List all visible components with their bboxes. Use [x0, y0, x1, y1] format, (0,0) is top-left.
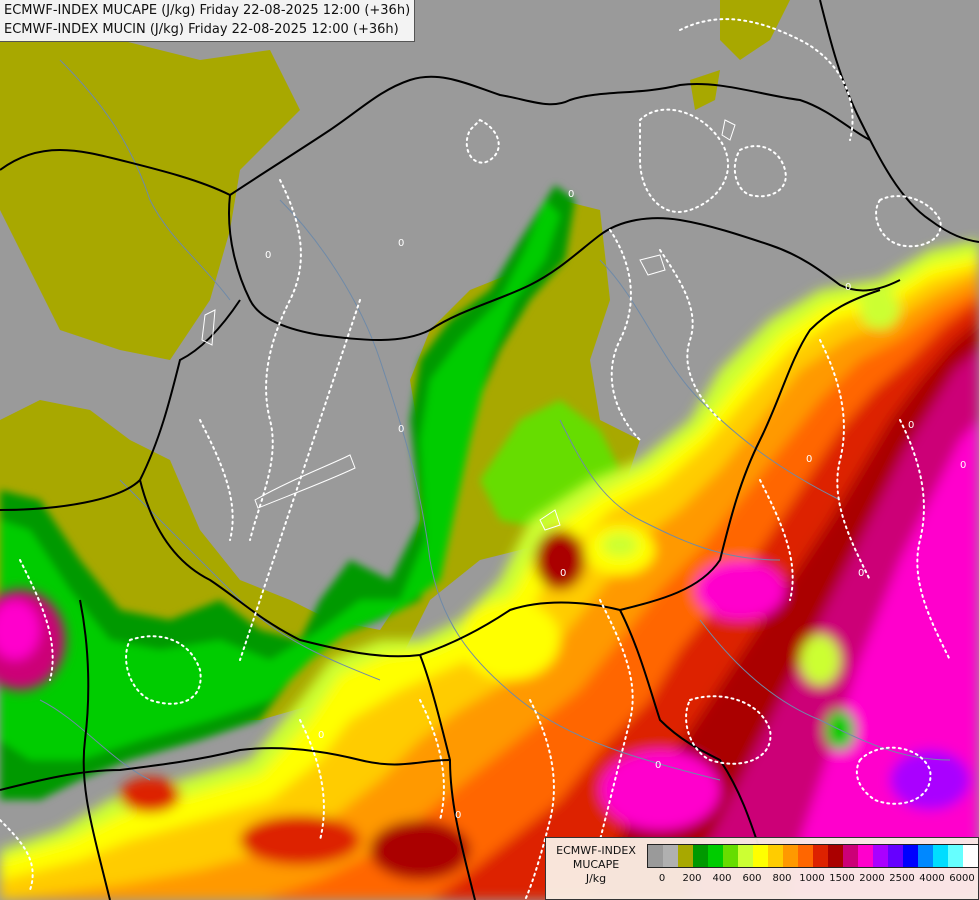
legend-swatch	[738, 845, 753, 867]
title-mucin: ECMWF-INDEX MUCIN (J/kg) Friday 22-08-20…	[4, 22, 399, 37]
legend-swatch	[783, 845, 798, 867]
legend-tick-label: 4000	[919, 873, 945, 884]
legend-swatch	[813, 845, 828, 867]
legend-swatch	[708, 845, 723, 867]
legend-tick-label: 800	[772, 873, 792, 884]
legend-swatch	[753, 845, 768, 867]
legend-unit: J/kg	[585, 872, 607, 885]
legend-swatch	[888, 845, 903, 867]
title-box: ECMWF-INDEX MUCAPE (J/kg) Friday 22-08-2…	[0, 0, 416, 42]
rivers	[39, 59, 951, 781]
legend-model: ECMWF-INDEX	[556, 844, 636, 857]
contour-label: 0	[560, 568, 566, 579]
legend-swatch	[828, 845, 843, 867]
legend-swatch	[693, 845, 708, 867]
contour-label: 0	[455, 810, 461, 821]
legend-tick-labels: 0 200 400 600 800 1000 1500 2000 2500 4000 6000	[647, 873, 975, 887]
legend-swatch	[873, 845, 888, 867]
colorbar-legend: ECMWF-INDEX MUCAPE J/kg 0 200 400 600 800 100…	[545, 837, 979, 900]
legend-tick-label: 400	[712, 873, 732, 884]
legend-tick-label: 1500	[829, 873, 855, 884]
legend-swatch	[663, 845, 678, 867]
legend-tick-label: 1000	[799, 873, 825, 884]
contour-label: 0	[318, 730, 324, 741]
legend-tick-label: 2000	[859, 873, 885, 884]
legend-title: ECMWF-INDEX MUCAPE J/kg	[548, 844, 644, 886]
contour-label: 0	[398, 424, 404, 435]
legend-swatch	[963, 845, 978, 867]
legend-colorbar	[647, 844, 979, 868]
legend-tick-label: 600	[742, 873, 762, 884]
title-mucape: ECMWF-INDEX MUCAPE (J/kg) Friday 22-08-2…	[4, 3, 411, 18]
contour-label: 0	[655, 760, 661, 771]
legend-swatch	[948, 845, 963, 867]
legend-tick-label: 200	[682, 873, 702, 884]
contour-label: 0	[858, 568, 864, 579]
legend-swatch	[903, 845, 918, 867]
mucin-contours	[0, 18, 951, 900]
contour-label: 0	[398, 238, 404, 249]
legend-swatch	[678, 845, 693, 867]
legend-swatch	[843, 845, 858, 867]
contour-label: 0	[845, 282, 851, 293]
legend-swatch	[648, 845, 663, 867]
legend-swatch	[858, 845, 873, 867]
contour-label: 0	[908, 420, 914, 431]
legend-swatch	[798, 845, 813, 867]
legend-tick-label: 0	[658, 873, 666, 884]
contour-label: 0	[960, 460, 966, 471]
contour-label: 0	[806, 454, 812, 465]
contour-labels: 0 0 0 0 0 0 0 0 0 0 0 0 0	[265, 189, 966, 821]
legend-variable: MUCAPE	[572, 858, 620, 871]
legend-tick-label: 2500	[889, 873, 915, 884]
legend-tick-label: 6000	[949, 873, 975, 884]
contour-label: 0	[265, 250, 271, 261]
legend-swatch	[768, 845, 783, 867]
contour-label: 0	[568, 189, 574, 200]
legend-swatch	[723, 845, 738, 867]
cin-outline-contours	[201, 119, 736, 531]
legend-swatch	[933, 845, 948, 867]
legend-swatch	[918, 845, 933, 867]
